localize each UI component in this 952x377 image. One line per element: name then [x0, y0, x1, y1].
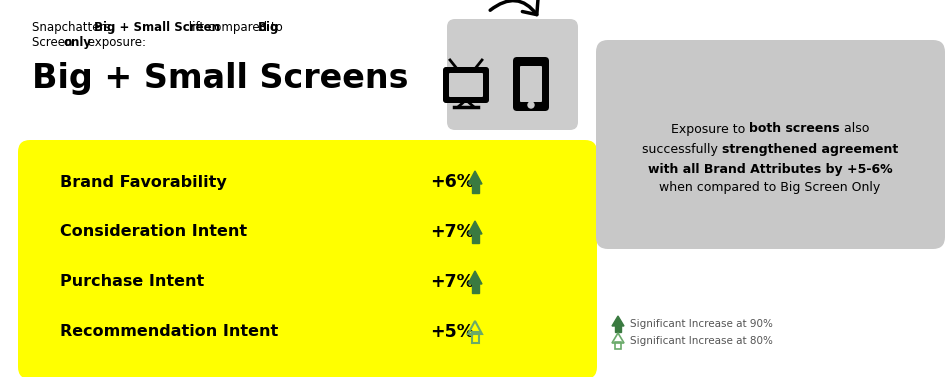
Text: Snapchatters,: Snapchatters, — [32, 21, 118, 34]
Text: Recommendation Intent: Recommendation Intent — [60, 325, 278, 340]
Text: also: also — [840, 123, 869, 135]
Polygon shape — [468, 171, 482, 184]
Text: +7%: +7% — [430, 223, 474, 241]
Circle shape — [528, 102, 534, 108]
Polygon shape — [471, 182, 479, 193]
Text: both screens: both screens — [749, 123, 840, 135]
Text: Consideration Intent: Consideration Intent — [60, 224, 248, 239]
FancyBboxPatch shape — [513, 57, 549, 111]
FancyBboxPatch shape — [447, 19, 578, 130]
FancyBboxPatch shape — [449, 73, 483, 97]
Text: exposure:: exposure: — [84, 36, 146, 49]
Text: only: only — [64, 36, 91, 49]
Polygon shape — [615, 325, 621, 332]
FancyBboxPatch shape — [443, 67, 489, 103]
Text: +6%: +6% — [430, 173, 474, 191]
Polygon shape — [468, 271, 482, 284]
Text: when compared to Big Screen Only: when compared to Big Screen Only — [660, 181, 881, 193]
Text: +7%: +7% — [430, 273, 474, 291]
FancyBboxPatch shape — [520, 66, 542, 102]
Text: Big + Small Screen: Big + Small Screen — [94, 21, 220, 34]
Text: strengthened agreement: strengthened agreement — [722, 143, 898, 155]
FancyBboxPatch shape — [596, 40, 945, 249]
Text: Big: Big — [258, 21, 279, 34]
Text: Exposure to: Exposure to — [671, 123, 749, 135]
Text: Screen: Screen — [32, 36, 76, 49]
Text: Significant Increase at 90%: Significant Increase at 90% — [630, 319, 773, 329]
Polygon shape — [471, 282, 479, 293]
Text: Big + Small Screens: Big + Small Screens — [32, 62, 408, 95]
Text: Purchase Intent: Purchase Intent — [60, 274, 205, 290]
FancyBboxPatch shape — [18, 140, 597, 377]
Text: Brand Favorability: Brand Favorability — [60, 175, 227, 190]
Text: lift compared to: lift compared to — [185, 21, 287, 34]
Text: +5%: +5% — [430, 323, 474, 341]
Polygon shape — [612, 316, 624, 326]
Text: successfully: successfully — [642, 143, 722, 155]
Polygon shape — [471, 232, 479, 243]
Text: Significant Increase at 80%: Significant Increase at 80% — [630, 336, 773, 346]
Polygon shape — [468, 221, 482, 234]
Text: with all Brand Attributes by +5-6%: with all Brand Attributes by +5-6% — [647, 162, 892, 176]
FancyArrowPatch shape — [490, 0, 538, 15]
